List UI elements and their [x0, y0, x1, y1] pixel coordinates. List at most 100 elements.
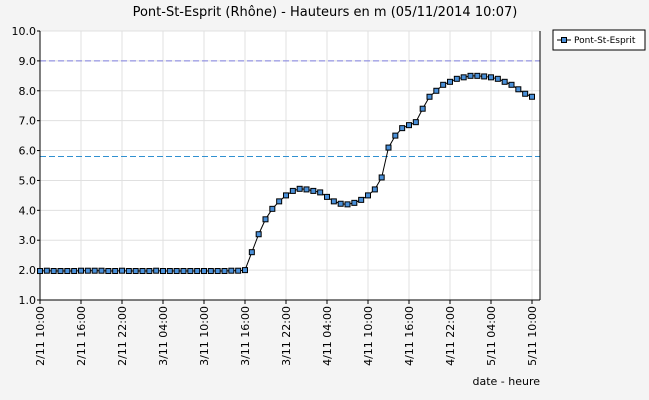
point [91, 267, 98, 274]
point [440, 81, 447, 88]
y-tick-label: 5.0 [19, 174, 37, 187]
y-tick-label: 2.0 [19, 264, 37, 277]
point [406, 122, 412, 129]
point [248, 249, 255, 256]
x-tick-label: 2/11 22:00 [116, 306, 129, 366]
y-tick-label: 6.0 [19, 145, 37, 158]
point [453, 75, 460, 82]
y-tick-label: 4.0 [19, 204, 37, 217]
point [255, 231, 262, 238]
point [98, 267, 105, 274]
x-tick-label: 5/11 04:00 [485, 306, 498, 366]
chart-title: Pont-St-Esprit (Rhône) - Hauteurs en m (… [133, 5, 518, 20]
point [392, 132, 399, 139]
point [310, 187, 317, 194]
legend-label: Pont-St-Esprit [574, 36, 636, 46]
plot-area [40, 31, 540, 300]
point [187, 268, 194, 275]
point [269, 205, 276, 212]
point [515, 86, 522, 93]
point [166, 268, 173, 275]
point [317, 189, 324, 196]
y-tick-label: 3.0 [19, 234, 37, 247]
point [57, 268, 64, 275]
point [78, 267, 84, 274]
point [501, 78, 508, 85]
point [242, 267, 248, 274]
point [105, 268, 112, 275]
point [433, 87, 440, 94]
x-tick-label: 3/11 16:00 [239, 306, 252, 366]
point [365, 192, 371, 199]
point [71, 268, 78, 275]
point [494, 75, 501, 82]
point [160, 268, 166, 275]
y-tick-label: 1.0 [19, 294, 37, 307]
point [207, 268, 214, 275]
point [50, 268, 57, 275]
point [419, 105, 426, 112]
point [64, 268, 71, 275]
point [378, 174, 385, 181]
y-tick-label: 7.0 [19, 115, 37, 128]
point [467, 72, 474, 79]
y-tick-label: 10.0 [12, 25, 37, 38]
point [337, 200, 344, 207]
x-tick-label: 3/11 22:00 [280, 306, 293, 366]
point [508, 81, 515, 88]
point [276, 198, 283, 205]
y-tick-label: 8.0 [19, 85, 37, 98]
point [235, 267, 242, 274]
x-tick-label: 3/11 04:00 [157, 306, 170, 366]
point [153, 267, 160, 274]
point [303, 186, 310, 193]
point [221, 268, 228, 275]
point [460, 74, 467, 81]
point [296, 185, 303, 192]
x-tick-label: 3/11 10:00 [198, 306, 211, 366]
point [262, 216, 269, 223]
point [214, 268, 221, 275]
x-tick-label: 4/11 16:00 [403, 306, 416, 366]
point [324, 193, 330, 200]
x-axis-label: date - heure [472, 375, 540, 388]
point [283, 192, 289, 199]
point [201, 268, 207, 275]
point [522, 90, 529, 97]
x-tick-label: 4/11 10:00 [362, 306, 375, 366]
point [289, 187, 296, 194]
point [132, 268, 139, 275]
x-tick-label: 2/11 16:00 [75, 306, 88, 366]
point [119, 267, 125, 274]
point [84, 267, 91, 274]
point [330, 198, 337, 205]
point [43, 267, 50, 274]
point [112, 268, 119, 275]
point [529, 93, 535, 100]
point [399, 125, 406, 132]
x-tick-label: 4/11 22:00 [444, 306, 457, 366]
point [146, 268, 153, 275]
x-tick-label: 2/11 10:00 [34, 306, 47, 366]
point [194, 268, 201, 275]
point [37, 268, 43, 275]
point [173, 268, 180, 275]
point [474, 72, 481, 79]
point [481, 73, 488, 80]
point [371, 186, 378, 193]
point [351, 199, 358, 206]
point [228, 267, 235, 274]
point [180, 268, 187, 275]
x-tick-label: 4/11 04:00 [321, 306, 334, 366]
point [447, 78, 453, 85]
point [488, 74, 494, 81]
y-tick-label: 9.0 [19, 55, 37, 68]
legend-marker [561, 37, 567, 43]
point [139, 268, 146, 275]
point [385, 144, 392, 151]
point [426, 93, 433, 100]
point [412, 119, 419, 126]
point [358, 196, 365, 203]
point [344, 201, 351, 208]
